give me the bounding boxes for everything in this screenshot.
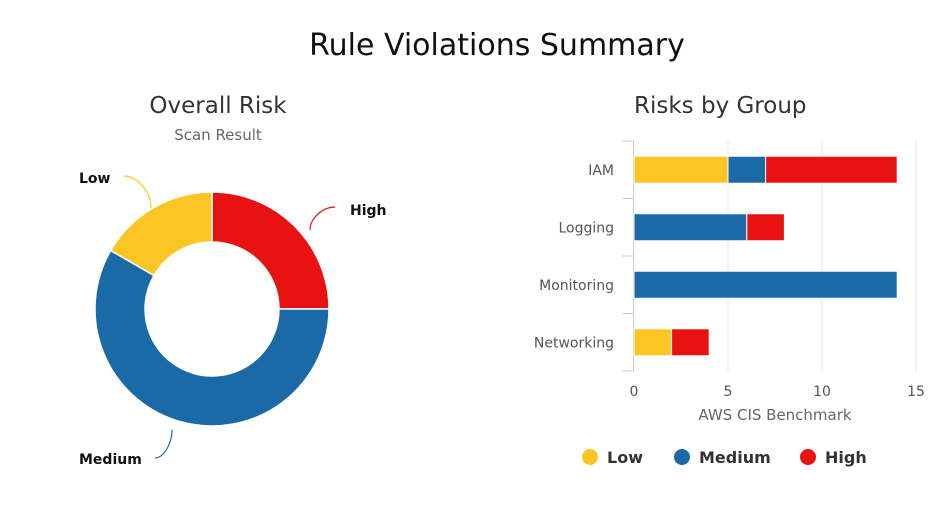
bar-iam-medium[interactable] — [727, 155, 767, 184]
legend: Low Medium High — [582, 448, 867, 467]
bar-iam-high[interactable] — [765, 155, 898, 184]
bar-logging-medium[interactable] — [633, 213, 748, 242]
bar-logging-high[interactable] — [746, 213, 785, 242]
bar-iam-low[interactable] — [633, 155, 729, 184]
category-label: Monitoring — [539, 278, 614, 294]
x-tick-label: 0 — [630, 384, 639, 400]
risks-by-group-chart: Risks by Group IAM Logging Monitoring Netwo… — [534, 93, 925, 467]
bar-networking-low[interactable] — [633, 328, 673, 357]
donut-title: Overall Risk — [149, 93, 287, 119]
donut-connector-high — [309, 206, 336, 231]
legend-label-medium[interactable]: Medium — [699, 448, 771, 467]
legend-marker-medium[interactable] — [674, 449, 690, 465]
donut-slice-medium[interactable] — [94, 249, 330, 427]
donut-subtitle: Scan Result — [174, 126, 262, 144]
overall-risk-chart: Overall Risk Scan Result High Medium Low — [79, 93, 387, 468]
category-label: Networking — [534, 335, 614, 351]
x-tick-label: 10 — [813, 384, 831, 400]
x-axis-label: AWS CIS Benchmark — [698, 406, 851, 424]
category-label: Logging — [558, 220, 614, 236]
legend-marker-high[interactable] — [800, 449, 816, 465]
bar-monitoring-medium[interactable] — [633, 270, 898, 299]
legend-label-high[interactable]: High — [825, 448, 867, 467]
donut-slice-high[interactable] — [211, 191, 330, 310]
bar-networking-high[interactable] — [671, 328, 710, 357]
donut-label-low: Low — [79, 171, 111, 187]
donut-slice-low[interactable] — [109, 191, 213, 277]
x-tick-label: 15 — [907, 384, 925, 400]
donut-label-medium: Medium — [79, 452, 142, 468]
donut-label-high: High — [350, 203, 387, 219]
page-title: Rule Violations Summary — [309, 28, 685, 63]
category-label: IAM — [588, 163, 614, 179]
legend-marker-low[interactable] — [582, 449, 598, 465]
x-tick-label: 5 — [724, 384, 733, 400]
bar-chart-title: Risks by Group — [634, 93, 807, 119]
donut-connector-low — [123, 175, 152, 209]
legend-label-low[interactable]: Low — [607, 448, 643, 467]
donut-connector-medium — [154, 429, 173, 459]
